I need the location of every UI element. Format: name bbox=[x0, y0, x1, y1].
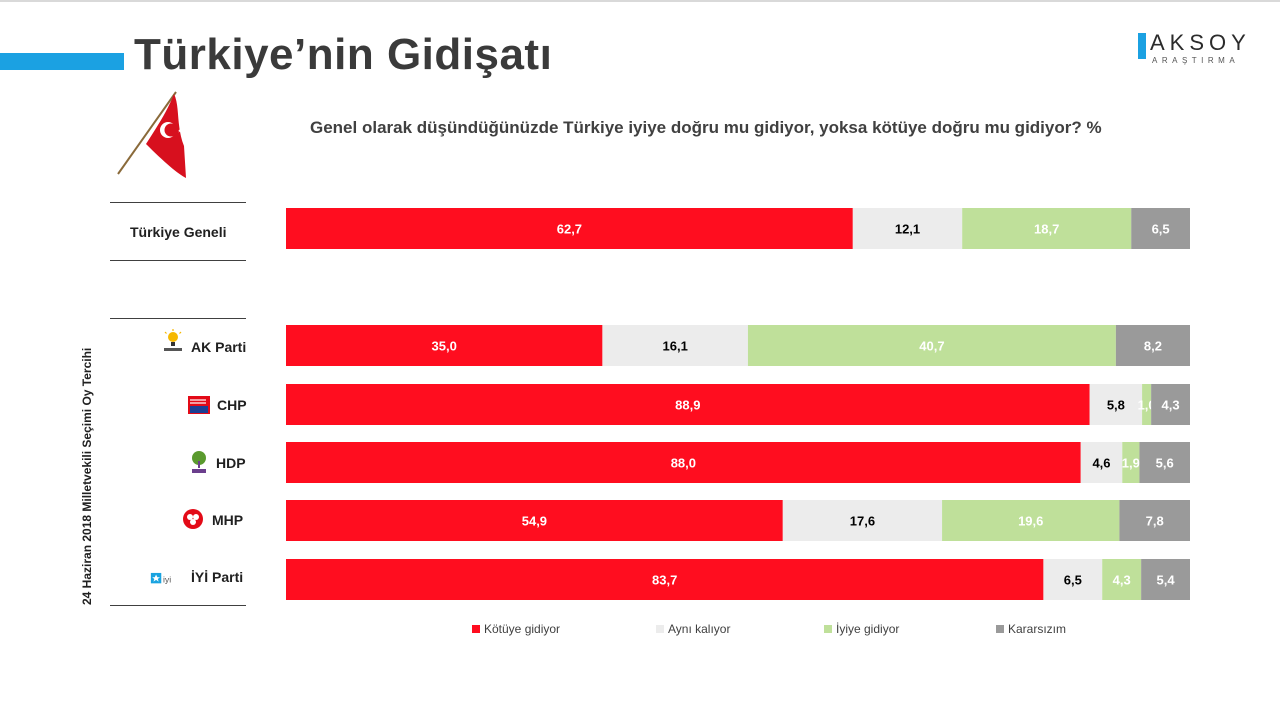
svg-text:iyi: iyi bbox=[163, 574, 171, 584]
bar-iyiye-row-0 bbox=[962, 208, 1132, 249]
data-label-kararsiz-row-0: 6,5 bbox=[1152, 222, 1170, 237]
mhp-logo-icon bbox=[183, 509, 203, 529]
chart-question: Genel olarak düşündüğünüzde Türkiye iyiy… bbox=[310, 118, 1102, 137]
bar-iyiye-row-2 bbox=[1142, 384, 1152, 425]
data-label-iyiye-row-4: 19,6 bbox=[1018, 514, 1043, 529]
data-label-kararsiz-row-2: 4,3 bbox=[1162, 398, 1180, 413]
data-label-kotuye-row-4: 54,9 bbox=[522, 514, 547, 529]
data-label-iyiye-row-2: 1,0 bbox=[1138, 398, 1156, 413]
bar-iyiye-row-1 bbox=[747, 325, 1116, 366]
iyi-parti-logo-icon: iyi bbox=[150, 572, 171, 584]
row-label-chp: CHP bbox=[217, 397, 247, 413]
row-label-mhp: MHP bbox=[212, 512, 244, 528]
data-label-iyiye-row-0: 18,7 bbox=[1034, 222, 1059, 237]
legend-swatch-iyiye bbox=[824, 625, 832, 633]
data-label-ayni-row-2: 5,8 bbox=[1107, 398, 1125, 413]
row-label-iyi-parti: İYİ Parti bbox=[191, 569, 244, 585]
legend-swatch-kararsiz bbox=[996, 625, 1004, 633]
logo-mark-icon bbox=[1138, 33, 1146, 59]
data-label-ayni-row-4: 17,6 bbox=[850, 514, 875, 529]
data-label-kotuye-row-0: 62,7 bbox=[557, 222, 582, 237]
bar-kotuye-row-2 bbox=[286, 384, 1090, 425]
bar-kotuye-row-1 bbox=[286, 325, 603, 366]
divider-parties-bottom bbox=[110, 605, 246, 606]
data-label-ayni-row-5: 6,5 bbox=[1064, 573, 1082, 588]
bar-kotuye-row-3 bbox=[286, 442, 1081, 483]
bar-kararsiz-row-5 bbox=[1141, 559, 1190, 600]
data-label-iyiye-row-3: 1,9 bbox=[1122, 456, 1140, 471]
legend-label-ayni: Aynı kalıyor bbox=[668, 622, 731, 636]
top-border bbox=[0, 0, 1280, 2]
data-label-kotuye-row-2: 88,9 bbox=[675, 398, 700, 413]
data-label-iyiye-row-1: 40,7 bbox=[919, 339, 944, 354]
row-label-turkiye-geneli: Türkiye Geneli bbox=[130, 224, 227, 240]
bar-ayni-row-1 bbox=[602, 325, 748, 366]
data-label-iyiye-row-5: 4,3 bbox=[1113, 573, 1131, 588]
row-label-ak-parti: AK Parti bbox=[191, 339, 247, 355]
bar-iyiye-row-5 bbox=[1102, 559, 1142, 600]
turkish-flag-icon bbox=[117, 91, 186, 178]
legend-label-kotuye: Kötüye gidiyor bbox=[484, 622, 561, 636]
page-title: Türkiye’nin Gidişatı bbox=[134, 30, 553, 79]
data-label-kararsiz-row-4: 7,8 bbox=[1146, 514, 1164, 529]
legend-item-kararsiz: Kararsızım bbox=[996, 622, 1066, 636]
divider-geneli bbox=[110, 260, 246, 261]
divider-top bbox=[110, 202, 246, 203]
row-label-hdp: HDP bbox=[216, 455, 246, 471]
data-label-ayni-row-0: 12,1 bbox=[895, 222, 920, 237]
bar-ayni-row-2 bbox=[1089, 384, 1143, 425]
logo-sub-text: ARAŞTIRMA bbox=[1152, 56, 1240, 65]
data-label-kararsiz-row-3: 5,6 bbox=[1156, 456, 1174, 471]
data-label-kararsiz-row-5: 5,4 bbox=[1157, 573, 1176, 588]
legend-label-iyiye: İyiye gidiyor bbox=[836, 622, 900, 636]
bar-kararsiz-row-1 bbox=[1115, 325, 1190, 366]
bar-ayni-row-3 bbox=[1080, 442, 1123, 483]
data-label-kotuye-row-3: 88,0 bbox=[671, 456, 696, 471]
hdp-logo-icon bbox=[192, 451, 206, 473]
bar-kotuye-row-5 bbox=[286, 559, 1044, 600]
legend-item-ayni: Aynı kalıyor bbox=[656, 622, 730, 636]
data-label-kararsiz-row-1: 8,2 bbox=[1144, 339, 1162, 354]
aksoy-logo: AKSOY ARAŞTIRMA bbox=[1136, 30, 1260, 72]
bar-kararsiz-row-4 bbox=[1119, 500, 1190, 541]
legend-item-kotuye: Kötüye gidiyor bbox=[472, 622, 560, 636]
legend-item-iyiye: İyiye gidiyor bbox=[824, 622, 899, 636]
bar-kararsiz-row-2 bbox=[1151, 384, 1190, 425]
legend-label-kararsiz: Kararsızım bbox=[1008, 622, 1067, 636]
bar-iyiye-row-4 bbox=[942, 500, 1120, 541]
data-label-ayni-row-3: 4,6 bbox=[1092, 456, 1110, 471]
ak-parti-logo-icon bbox=[164, 329, 182, 351]
chp-logo-icon bbox=[188, 396, 210, 414]
logo-main-text: AKSOY bbox=[1150, 30, 1251, 55]
title-accent-bar bbox=[0, 53, 124, 70]
bar-kararsiz-row-0 bbox=[1131, 208, 1190, 249]
legend-swatch-ayni bbox=[656, 625, 664, 633]
data-label-ayni-row-1: 16,1 bbox=[663, 339, 688, 354]
bar-kotuye-row-0 bbox=[286, 208, 853, 249]
data-label-kotuye-row-1: 35,0 bbox=[432, 339, 457, 354]
bar-ayni-row-0 bbox=[852, 208, 963, 249]
bar-kararsiz-row-3 bbox=[1139, 442, 1190, 483]
legend-swatch-kotuye bbox=[472, 625, 480, 633]
bar-ayni-row-5 bbox=[1043, 559, 1103, 600]
data-label-kotuye-row-5: 83,7 bbox=[652, 573, 677, 588]
bar-ayni-row-4 bbox=[782, 500, 943, 541]
bar-kotuye-row-4 bbox=[286, 500, 783, 541]
bar-iyiye-row-3 bbox=[1122, 442, 1140, 483]
divider-parties-top bbox=[110, 318, 246, 319]
